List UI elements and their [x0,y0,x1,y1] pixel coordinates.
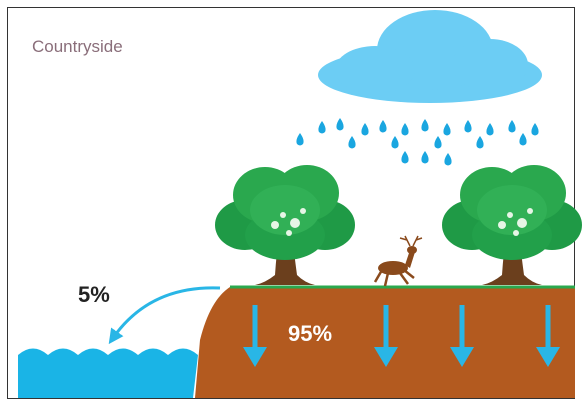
runoff-label: 5% [78,282,110,307]
water [18,348,198,398]
deer [373,235,423,287]
title: Countryside [32,37,123,56]
infiltration-label: 95% [288,321,332,346]
cloud [318,10,542,103]
runoff-arrow [108,286,221,345]
